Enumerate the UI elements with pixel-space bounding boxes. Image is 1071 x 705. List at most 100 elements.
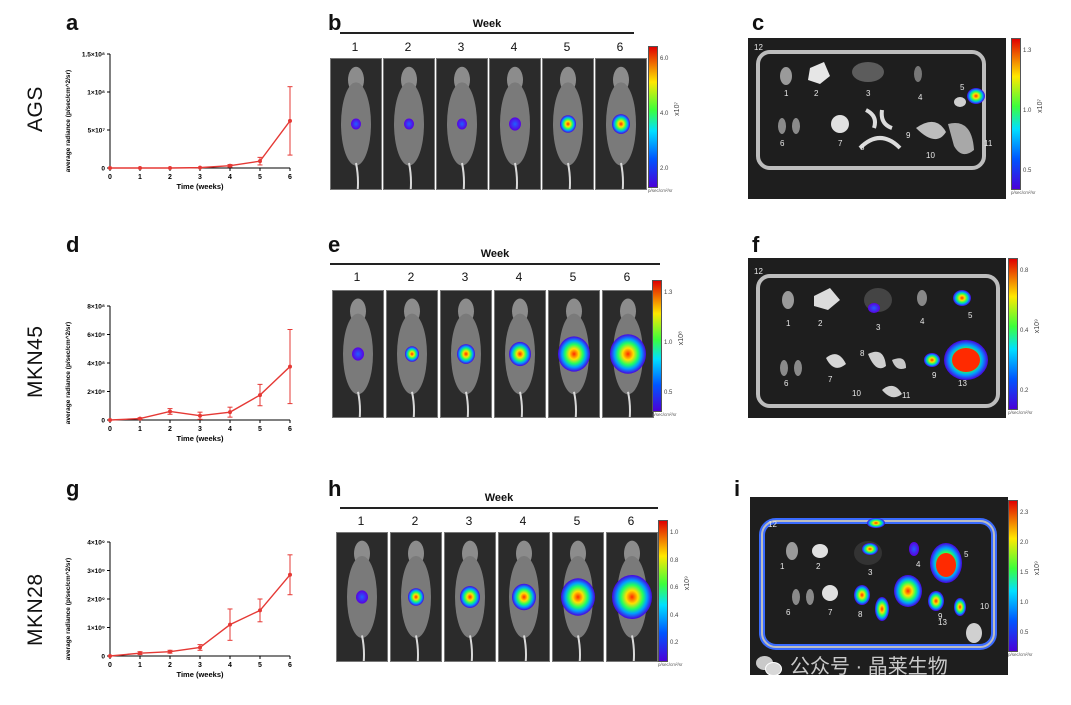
y-axis-label: average radiance (p/sec/cm^2/sr) <box>64 322 72 424</box>
panel-label-a: a <box>66 10 79 35</box>
organ-number: 2 <box>816 562 821 571</box>
mouse-image <box>386 290 438 418</box>
colorbar-gradient <box>1008 500 1018 652</box>
colorbar-exponent: x10⁹ <box>1034 561 1041 576</box>
mouse-image <box>542 58 594 190</box>
x-tick-label: 1 <box>138 174 142 181</box>
data-point <box>288 118 292 123</box>
colorbar-unit: p/sec/cm²/sr <box>658 662 683 667</box>
x-tick-label: 1 <box>138 662 142 669</box>
colorbar-tick: 0.8 <box>670 557 679 564</box>
organ-number: 6 <box>780 139 785 148</box>
organ-number: 9 <box>938 612 943 621</box>
week-number: 1 <box>351 40 359 54</box>
y-tick-label: 6×10⁸ <box>87 332 105 339</box>
bioluminescence-signal <box>404 118 414 130</box>
organ-number: 4 <box>916 560 921 569</box>
bioluminescence-signal <box>610 334 646 374</box>
week-number: 6 <box>623 270 631 284</box>
week-number: 4 <box>519 514 527 528</box>
mouse-image <box>606 532 658 662</box>
y-tick-label: 0 <box>101 418 105 425</box>
mouse-image <box>494 290 546 418</box>
colorbar-tick: 0.5 <box>664 390 673 396</box>
y-tick-label: 5×10⁷ <box>88 128 106 135</box>
x-tick-label: 5 <box>258 174 262 181</box>
organ-number: 8 <box>858 610 863 619</box>
colorbar-gradient <box>648 46 658 188</box>
colorbar-tick: 1.3 <box>1023 48 1032 54</box>
y-tick-label: 1.5×10⁸ <box>82 52 105 59</box>
week-rule-b <box>340 32 634 34</box>
y-tick-label: 1×10⁹ <box>87 625 105 632</box>
data-point <box>288 572 292 577</box>
x-tick-label: 6 <box>288 426 292 433</box>
panel-label-f: f <box>752 232 760 257</box>
x-tick-label: 0 <box>108 662 112 669</box>
organ-number: 13 <box>958 379 967 388</box>
x-tick-label: 6 <box>288 174 292 181</box>
colorbar-unit: p/sec/cm²/sr <box>648 188 673 193</box>
organ-number: 9 <box>932 371 937 380</box>
bioluminescence-signal <box>612 575 652 619</box>
mouse-image <box>390 532 442 662</box>
mouse-image <box>602 290 654 418</box>
y-tick-label: 4×10⁹ <box>87 540 105 547</box>
data-point <box>198 165 202 170</box>
chart-mkn45: 0 2×10⁸ 4×10⁸ 6×10⁸ 8×10⁸ 0 1 2 3 4 5 6 Time (weeks)… <box>58 292 298 457</box>
week-number: 3 <box>465 514 473 528</box>
colorbar-tick: 4.0 <box>660 111 669 117</box>
mouse-image <box>330 58 382 190</box>
colorbar-unit: p/sec/cm²/sr <box>1008 652 1033 657</box>
colorbar-tick: 0.5 <box>1023 168 1032 174</box>
data-point <box>258 393 262 398</box>
data-point <box>168 649 172 654</box>
colorbar-unit: p/sec/cm²/sr <box>1008 410 1033 415</box>
week-number: 5 <box>573 514 581 528</box>
x-axis-label: Time (weeks) <box>177 670 224 679</box>
colorbar-tick: 0.8 <box>1020 268 1029 274</box>
organ-number: 5 <box>960 83 965 92</box>
organ-number: 1 <box>780 562 785 571</box>
organ-number: 7 <box>838 139 843 148</box>
colorbar-tick: 0.4 <box>670 612 679 619</box>
bioluminescence-signal <box>512 583 536 611</box>
organ-number: 9 <box>906 131 911 140</box>
series-line <box>110 120 291 169</box>
watermark: 公众号 · 晶莱生物 <box>756 650 948 679</box>
bioluminescence-signal <box>612 114 630 134</box>
row-label-mkn45: MKN45 <box>24 325 47 398</box>
data-point <box>228 410 232 415</box>
week-rule-e <box>330 263 660 265</box>
organ-number: 5 <box>968 311 973 320</box>
bioluminescence-signal <box>408 588 424 606</box>
bioluminescence-signal <box>457 344 475 364</box>
organ-number: 1 <box>786 319 791 328</box>
colorbar-tick: 0.5 <box>1020 630 1029 636</box>
x-tick-label: 0 <box>108 174 112 181</box>
x-tick-label: 2 <box>168 426 172 433</box>
organ-number: 5 <box>964 550 969 559</box>
x-tick-label: 2 <box>168 174 172 181</box>
week-number: 2 <box>407 270 415 284</box>
y-tick-label: 8×10⁸ <box>87 304 105 311</box>
data-point <box>228 163 232 168</box>
data-point <box>138 166 142 170</box>
x-tick-label: 6 <box>288 662 292 669</box>
organ-number: 1 <box>784 89 789 98</box>
x-tick-label: 2 <box>168 662 172 669</box>
mouse-image <box>552 532 604 662</box>
organ-number: 10 <box>852 389 861 398</box>
y-tick-label: 1×10⁸ <box>87 90 105 97</box>
wechat-icon <box>756 654 782 676</box>
colorbar-tick: 1.0 <box>664 340 673 346</box>
week-number: 6 <box>616 40 624 54</box>
panel-label-i: i <box>734 476 741 501</box>
organ-number: 11 <box>984 139 993 148</box>
bioluminescence-signal <box>460 586 480 608</box>
panel-label-c: c <box>752 10 765 35</box>
panel-label-b: b <box>328 10 342 35</box>
colorbar-gradient <box>1008 258 1018 410</box>
bioluminescence-signal <box>558 336 590 372</box>
x-tick-label: 4 <box>228 426 232 433</box>
